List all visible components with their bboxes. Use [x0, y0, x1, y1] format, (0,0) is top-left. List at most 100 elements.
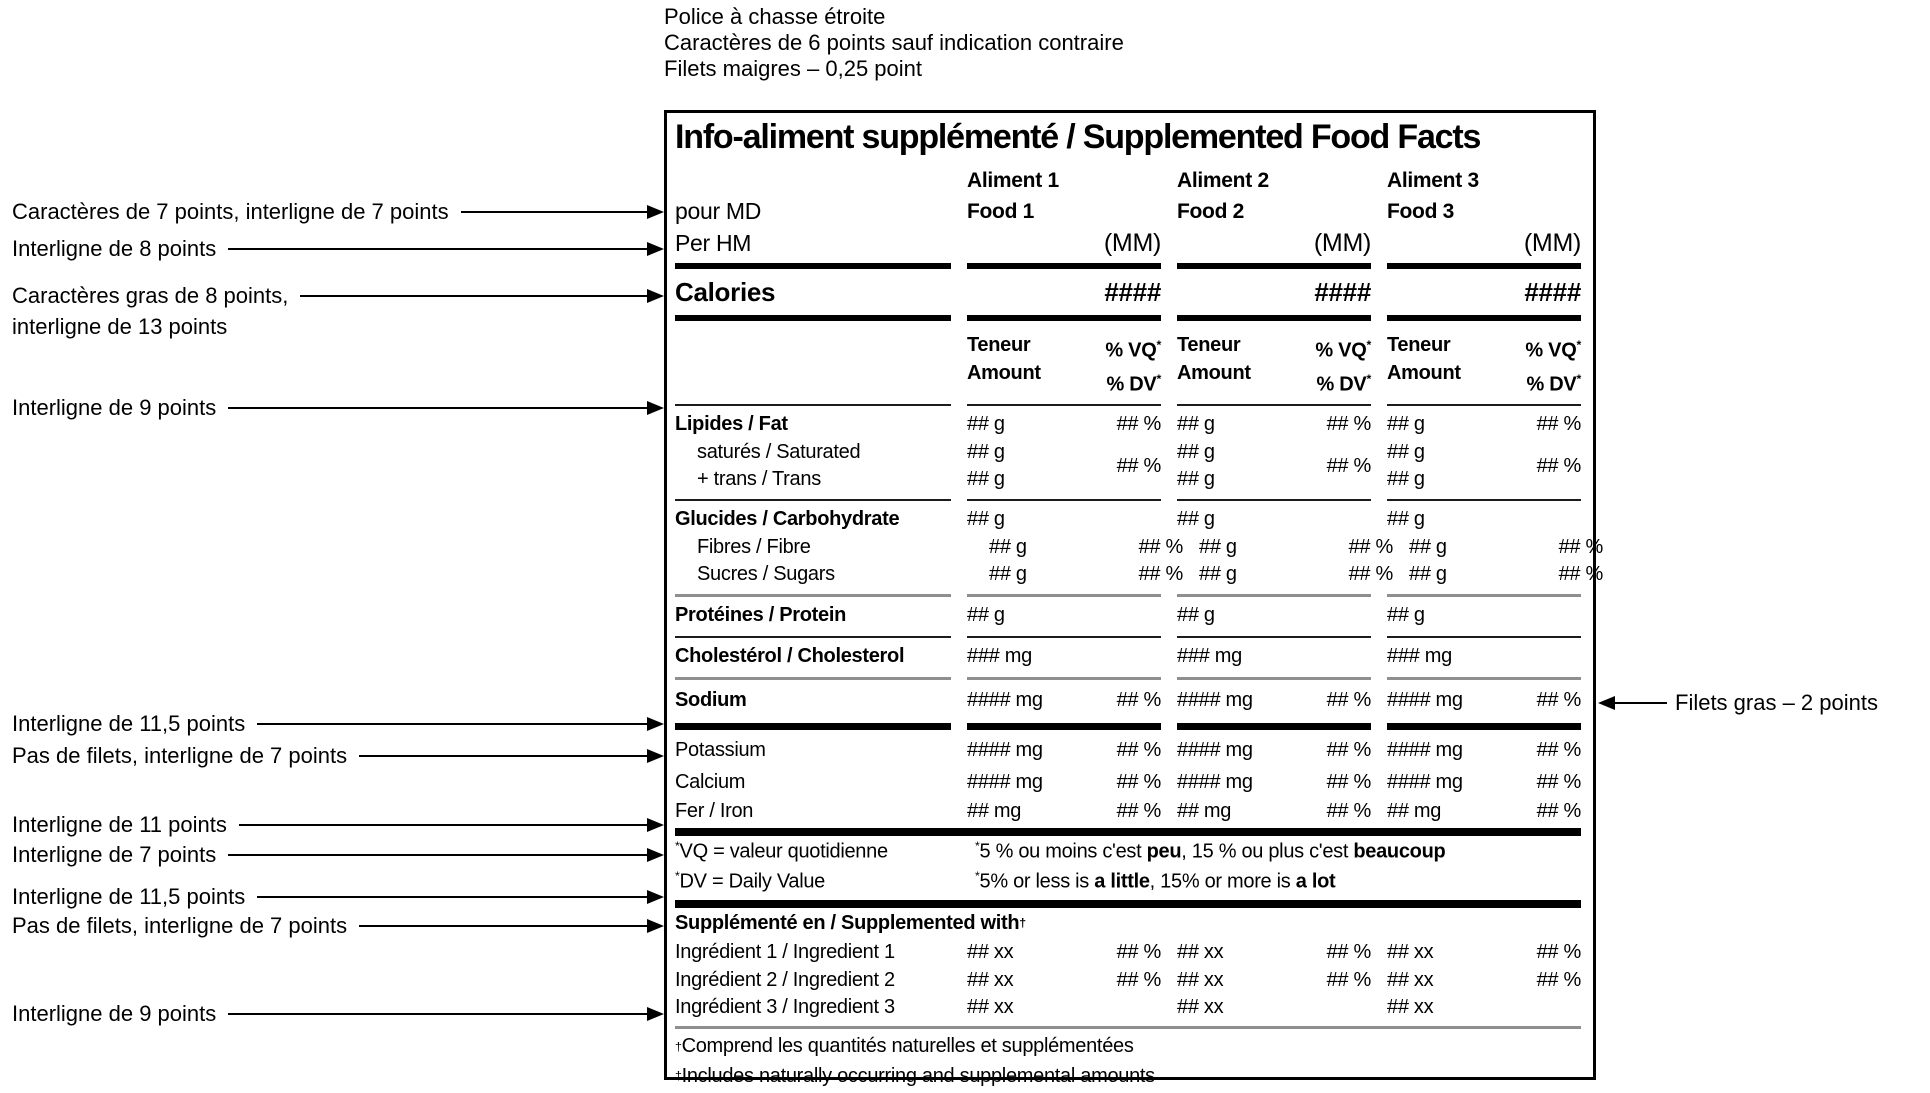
leader-arrow-right-icon: [228, 401, 664, 415]
text-segment: VQ = valeur quotidienne: [679, 840, 889, 863]
value-cell: ## g ## %: [1199, 563, 1393, 586]
amount-header-line: Amount: [1387, 362, 1461, 384]
rule-row: [675, 723, 1581, 731]
value-cell: #### mg ## %: [1177, 689, 1371, 712]
amount-value: ## xx: [1387, 996, 1434, 1019]
amount-value: ## mg: [1177, 799, 1232, 822]
amount-value: ## xx: [1177, 969, 1224, 992]
text-segment: *: [975, 838, 980, 853]
amount-header-line: Teneur: [1177, 334, 1241, 356]
amount-value: ## g: [989, 563, 1027, 586]
value-cell: ### mg: [1177, 645, 1371, 668]
serving-size: (MM): [1313, 229, 1371, 257]
rule-row: [675, 594, 1581, 598]
note-label: Interligne de 11,5 points: [12, 884, 246, 909]
value-cell: ## xx: [967, 996, 1161, 1019]
value-cell: ## xx ## %: [1387, 969, 1581, 992]
value-cell: #### mg ## %: [1387, 771, 1581, 794]
leader-arrow-right-icon: [238, 818, 665, 832]
amount-value: #### mg: [1177, 738, 1253, 761]
dv-value: ## %: [1116, 412, 1162, 435]
amount-value: ## g: [1387, 468, 1425, 491]
text-segment: % VQ: [1315, 339, 1367, 362]
sub-label: + trans / Trans: [697, 468, 821, 491]
amount-value: #### mg: [1177, 688, 1253, 711]
text-segment: Includes naturally occurring and supplem…: [681, 1064, 1156, 1087]
rule-row: [675, 636, 1581, 639]
row-label: Cholestérol / Cholesterol: [675, 644, 905, 667]
leader-arrow-right-icon: [460, 205, 665, 219]
amount-value: ## xx: [967, 996, 1014, 1019]
rule-segment: [967, 499, 1161, 502]
row-label: Protéines / Protein: [675, 603, 847, 626]
serving-size: (MM): [1523, 229, 1581, 257]
text-segment: beaucoup: [1353, 840, 1446, 863]
text-segment: Supplémenté en / Supplemented with: [675, 911, 1020, 934]
supplemented-header: Supplémenté en / Supplemented with †: [675, 908, 1581, 938]
typography-note: Interligne de 11,5 points: [12, 712, 664, 736]
value-cell: ## g ## %: [1409, 536, 1603, 559]
dv-value: ## %: [1536, 412, 1582, 435]
typography-note: Caractères de 7 points, interligne de 7 …: [12, 200, 665, 224]
note-thin-rules: Filets maigres – 0,25 point: [664, 56, 923, 81]
calories-label: Calories: [675, 276, 776, 307]
nutrient-row: Cholestérol / Cholesterol ### mg ### mg ###…: [675, 641, 1581, 671]
note-label: Interligne de 9 points: [12, 395, 217, 420]
note-line: Caractères gras de 8 points,: [12, 284, 664, 308]
amount-header: Teneur Amount: [1387, 331, 1461, 398]
value-cell: ## mg ## %: [1177, 800, 1371, 823]
amount-value: ## g: [1387, 412, 1425, 435]
amount-value: ## g: [989, 536, 1027, 559]
text-segment: % DV: [1526, 373, 1577, 396]
rule-segment: [967, 263, 1161, 269]
row-label: Ingrédient 2 / Ingredient 2: [675, 969, 895, 992]
dv-header-line: % VQ*: [1315, 331, 1371, 365]
dv-value: ## %: [1536, 770, 1582, 793]
rule-segment: [675, 315, 951, 321]
text-segment: 5 % ou moins c'est: [979, 840, 1147, 863]
value-cell: ## g ## g ## %: [1387, 439, 1581, 493]
amount-value: ## g: [1409, 536, 1447, 559]
value-cell: ## xx: [1387, 996, 1581, 1019]
amount-value: ## g: [1177, 468, 1215, 491]
amount-value: ## xx: [1177, 996, 1224, 1019]
rule-segment: [675, 723, 951, 731]
calories-value: ####: [1524, 276, 1581, 307]
text-segment: *: [1366, 338, 1371, 352]
nutrient-row-combo: saturés / Saturated + trans / Trans ## g ##…: [675, 439, 1581, 493]
rule-row: [675, 404, 1581, 407]
subheader-cell: Teneur Amount% VQ*% DV*: [967, 331, 1161, 398]
value-cell: ## g: [1177, 508, 1371, 531]
value-cell: ## g ## g ## %: [1177, 439, 1371, 493]
dv-value: ## %: [1116, 941, 1162, 964]
note-label: Interligne de 9 points: [12, 1001, 217, 1026]
amount-stack: ## g ## g: [1387, 439, 1425, 493]
food-name-fr: Aliment 3: [1387, 169, 1479, 192]
sub-label: saturés / Saturated: [697, 441, 861, 464]
note-label: Filets gras – 2 points: [1675, 690, 1878, 715]
nutrient-row: Lipides / Fat ## g ## % ## g ## % ## g ## %: [675, 409, 1581, 439]
amount-value: ## g: [967, 603, 1005, 626]
value-cell: #### mg ## %: [1177, 739, 1371, 762]
serving-en: Per HM: [675, 230, 752, 256]
text-segment: 5% or less is: [979, 870, 1095, 893]
note-line: Interligne de 7 points: [12, 843, 664, 867]
dv-value: ## %: [1138, 536, 1184, 559]
column-subheader-row: Teneur Amount% VQ*% DV* Teneur Amount% VQ*%…: [675, 321, 1581, 398]
amount-value: ## g: [967, 468, 1005, 491]
dv-value: ## %: [1138, 563, 1184, 586]
amount-value: #### mg: [967, 738, 1043, 761]
amount-value: #### mg: [1387, 738, 1463, 761]
food-column-header: Aliment 1 Food 1 (MM): [967, 165, 1161, 260]
note-label: Caractères gras de 8 points,: [12, 283, 289, 308]
value-cell: ## g ## %: [1177, 413, 1371, 436]
nutrient-row: Fer / Iron ## mg ## % ## mg ## % ## mg ## %: [675, 797, 1581, 825]
typography-note: Interligne de 11 points: [12, 813, 665, 837]
row-label: Potassium: [675, 738, 766, 761]
rule-segment: [1387, 636, 1581, 639]
food-name-en: Food 2: [1177, 200, 1245, 223]
rule-segment: [1387, 594, 1581, 598]
typography-note: Interligne de 9 points: [12, 1002, 664, 1026]
rule-segment: [1387, 677, 1581, 681]
rule-segment: [967, 677, 1161, 681]
